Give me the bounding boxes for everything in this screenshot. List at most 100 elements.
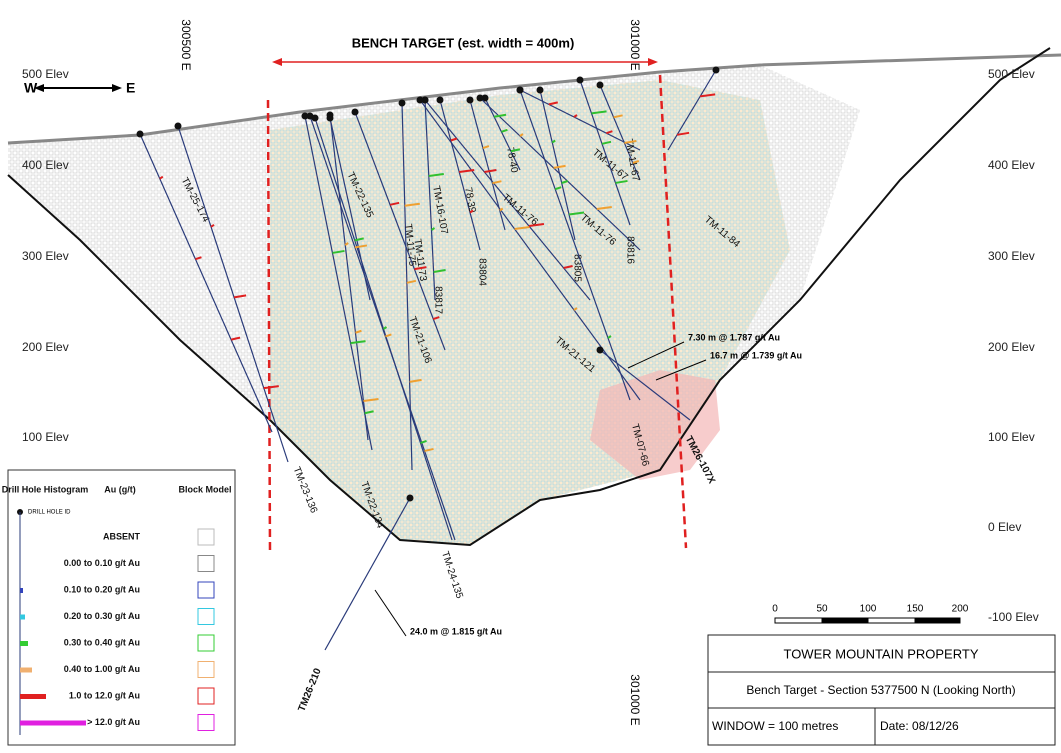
elev-label: 500 Elev: [988, 67, 1035, 81]
compass-west: W: [24, 80, 38, 96]
legend-label: 0.10 to 0.20 g/t Au: [64, 584, 140, 594]
histogram-bar: [263, 385, 279, 390]
easting-label: 301000 E: [628, 674, 642, 725]
drill-hole: [139, 133, 273, 433]
histogram-bar: [501, 128, 508, 133]
legend-label: 0.20 to 0.30 g/t Au: [64, 611, 140, 621]
legend-hole-id: DRILL HOLE ID: [28, 510, 71, 516]
title-block: [707, 634, 1056, 746]
drill-hole: [579, 79, 631, 226]
legend-label: 0.30 to 0.40 g/t Au: [64, 637, 140, 647]
legend-swatch: [197, 661, 215, 678]
target-boundary: [266, 99, 272, 553]
drill-hole: [519, 89, 641, 151]
drill-hole: [329, 114, 369, 441]
hole-label: 78-40: [504, 146, 519, 174]
histogram-bar: [482, 145, 490, 150]
target-boundary: [658, 74, 688, 549]
histogram-bar: [606, 130, 613, 135]
histogram-bar: [493, 113, 507, 118]
legend-swatch: [197, 555, 215, 572]
legend-header: Au (g/t): [104, 484, 136, 494]
scale-label: 0: [772, 604, 778, 615]
hole-label: 83816: [624, 236, 635, 264]
drill-hole: [304, 115, 373, 451]
histogram-bar: [355, 329, 362, 334]
histogram-bar: [632, 159, 640, 164]
histogram-bar: [233, 294, 247, 299]
histogram-bar: [596, 205, 612, 210]
elev-label: 200 Elev: [988, 340, 1035, 354]
section-name: Bench Target - Section 5377500 N (Lookin…: [746, 683, 1015, 697]
collar: [436, 96, 444, 104]
drill-hole: [354, 111, 446, 351]
histogram-bar: [159, 175, 164, 180]
drill-hole: [309, 115, 456, 541]
histogram-bar: [563, 265, 573, 269]
histogram-bar: [528, 223, 545, 227]
compass-head: [34, 84, 44, 92]
histogram-bar: [424, 447, 434, 452]
histogram-bar: [561, 180, 569, 184]
histogram-bar: [354, 237, 364, 242]
arrow-head: [272, 58, 282, 66]
histogram-bar: [430, 227, 436, 231]
collar: [481, 94, 489, 102]
property-name: TOWER MOUNTAIN PROPERTY: [783, 646, 978, 661]
easting-label: 300500 E: [179, 19, 193, 70]
histogram-bar: [344, 242, 349, 246]
histogram-bar: [573, 307, 578, 311]
easting-label: 301000 E: [628, 19, 642, 70]
histogram-bar: [364, 410, 374, 415]
elev-label: 0 Elev: [988, 520, 1021, 534]
elev-label: 400 Elev: [22, 158, 69, 172]
histogram-bar: [469, 209, 474, 214]
histogram-bar: [432, 316, 440, 321]
histogram-bar: [601, 140, 612, 145]
leader: [374, 589, 407, 637]
drill-hole: [519, 89, 631, 401]
hole-label: 83817: [432, 286, 443, 314]
drill-hole: [329, 117, 371, 301]
histogram-bar: [514, 226, 530, 230]
histogram-bar: [332, 249, 345, 254]
scale-label: 100: [860, 604, 877, 615]
legend-swatch: [197, 608, 215, 625]
collar: [516, 86, 524, 94]
drill-hole: [177, 125, 289, 463]
legend-bar: [20, 667, 32, 673]
histogram-bar: [492, 180, 502, 185]
high-grade-zone: [590, 370, 720, 480]
date: Date: 08/12/26: [880, 719, 959, 733]
histogram-bar: [568, 211, 585, 216]
legend-bar: [20, 588, 23, 593]
legend-swatch: [197, 528, 215, 546]
legend-bar: [20, 641, 28, 646]
histogram-bar: [382, 326, 388, 330]
collar: [712, 66, 720, 74]
histogram-bar: [676, 131, 690, 136]
drill-hole: [401, 102, 413, 471]
compass-head: [112, 84, 122, 92]
collar: [416, 96, 424, 104]
histogram-bar: [554, 186, 562, 191]
histogram-bar: [414, 266, 427, 271]
drill-hole: [324, 497, 411, 651]
legend-swatch: [197, 634, 215, 652]
histogram-bar: [350, 340, 366, 345]
histogram-bar: [354, 244, 368, 249]
histogram-bar: [363, 398, 379, 402]
legend: [7, 469, 236, 746]
legend-swatch: [197, 581, 215, 599]
collar: [421, 96, 429, 104]
elev-label: 300 Elev: [988, 249, 1035, 263]
collar: [596, 346, 604, 354]
histogram-bar: [551, 139, 556, 144]
histogram-bar: [404, 202, 420, 207]
elev-label: 300 Elev: [22, 249, 69, 263]
drill-hole: [599, 84, 641, 181]
legend-label: 0.40 to 1.00 g/t Au: [64, 664, 140, 674]
annotation: 24.0 m @ 1.815 g/t Au: [410, 626, 502, 636]
histogram-bar: [433, 269, 446, 273]
legend-header: Block Model: [178, 484, 231, 494]
